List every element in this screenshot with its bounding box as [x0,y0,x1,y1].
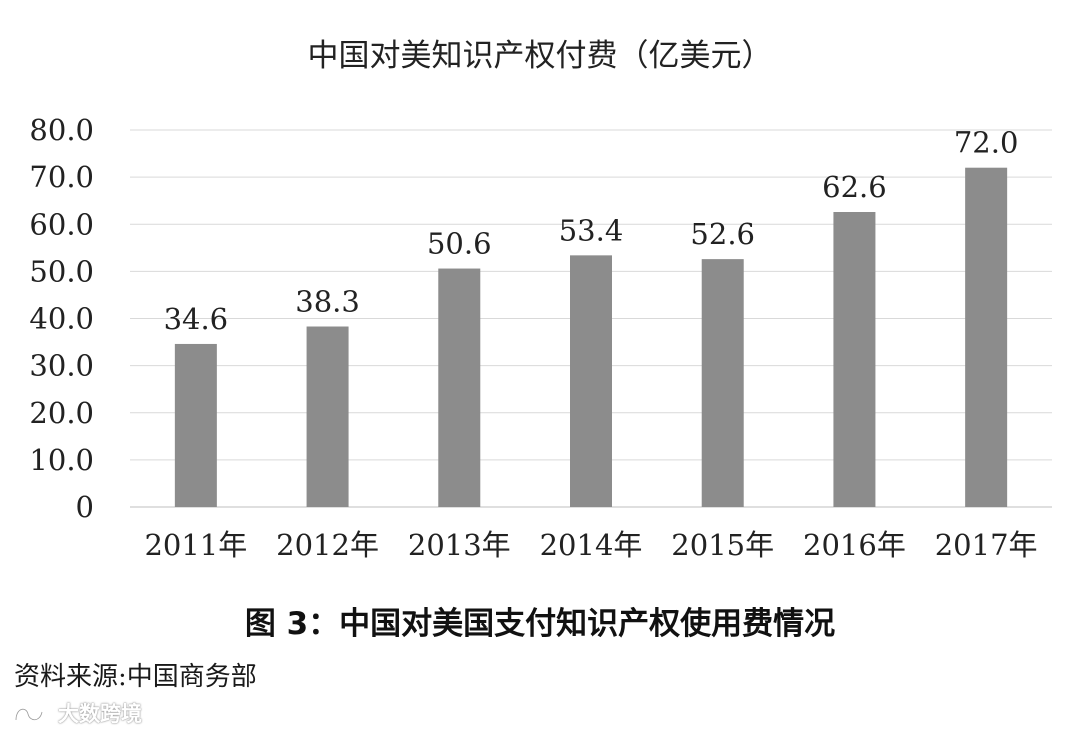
data-label: 34.6 [164,302,229,336]
x-tick-label: 2014年 [540,528,643,562]
data-label: 52.6 [690,217,755,251]
data-labels: 34.6 38.3 50.6 53.4 52.6 62.6 72.0 [164,126,1019,336]
bar-chart: 中国对美知识产权付费（亿美元） 0 10.0 20.0 30.0 40.0 50.0 60.… [29,38,1052,562]
chart-title: 中国对美知识产权付费（亿美元） [308,38,773,74]
data-label: 50.6 [427,227,492,261]
bars [174,167,1008,507]
y-tick-label: 40.0 [29,302,94,336]
data-label: 53.4 [559,213,624,247]
bar [438,268,481,507]
bar [306,326,349,507]
x-tick-label: 2017年 [935,528,1038,562]
y-axis: 0 10.0 20.0 30.0 40.0 50.0 60.0 70.0 80.0 [29,113,94,524]
bar [174,343,217,507]
source-note: 资料来源:中国商务部 [14,662,257,692]
x-tick-label: 2012年 [276,528,379,562]
watermark-text: 大数跨境 [58,702,142,726]
bar [833,211,876,507]
x-tick-label: 2011年 [144,528,247,562]
x-tick-label: 2015年 [671,528,774,562]
x-tick-label: 2016年 [803,528,906,562]
data-label: 38.3 [295,285,360,319]
y-tick-label: 10.0 [29,443,94,477]
brand-logo-icon [14,703,49,722]
y-tick-label: 0 [76,490,94,524]
x-axis: 2011年 2012年 2013年 2014年 2015年 2016年 2017年 [144,528,1037,562]
data-label: 72.0 [954,126,1019,160]
y-tick-label: 60.0 [29,207,94,241]
bar [570,255,612,507]
y-tick-label: 80.0 [29,113,94,147]
figure-caption: 图 3：中国对美国支付知识产权使用费情况 [244,606,836,642]
y-tick-label: 20.0 [29,396,94,430]
y-tick-label: 70.0 [29,160,94,194]
data-label: 62.6 [822,170,887,204]
watermark: 大数跨境 [12,698,142,728]
x-tick-label: 2013年 [408,528,511,562]
bar [965,167,1008,507]
bar [701,259,744,507]
y-tick-label: 30.0 [29,349,94,383]
y-tick-label: 50.0 [29,254,94,288]
